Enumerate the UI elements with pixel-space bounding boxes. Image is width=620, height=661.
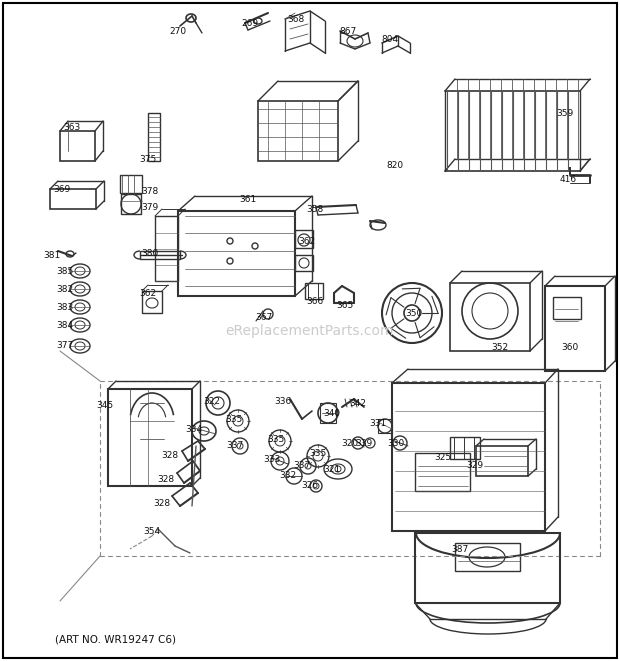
Text: 331: 331 [370, 418, 387, 428]
Text: 270: 270 [169, 28, 187, 36]
Text: 337: 337 [293, 461, 311, 469]
Text: 328: 328 [153, 498, 170, 508]
Text: 358: 358 [306, 204, 324, 214]
Text: 867: 867 [339, 26, 356, 36]
Bar [415, 453, 470, 491]
Text: 377: 377 [56, 342, 74, 350]
Text: 375: 375 [140, 155, 157, 163]
Bar [305, 283, 323, 299]
Text: 322: 322 [203, 397, 221, 405]
Text: 342: 342 [350, 399, 366, 407]
Text: 363: 363 [63, 124, 81, 132]
Text: 269: 269 [241, 20, 259, 28]
Text: 369: 369 [53, 184, 71, 194]
Text: 362: 362 [298, 237, 316, 245]
Text: 382: 382 [56, 284, 74, 293]
Text: 334: 334 [185, 426, 203, 434]
Text: 336: 336 [275, 397, 291, 405]
Text: 350: 350 [405, 309, 423, 317]
Text: 365: 365 [337, 301, 353, 311]
Text: 337: 337 [226, 440, 244, 449]
Text: 321: 321 [324, 465, 340, 473]
Bar [120, 175, 142, 193]
Text: 387: 387 [451, 545, 469, 553]
Text: eReplacementParts.com: eReplacementParts.com [226, 324, 394, 338]
Text: 335: 335 [309, 449, 327, 459]
Text: 335: 335 [267, 434, 285, 444]
Text: 384: 384 [56, 321, 74, 329]
Text: 361: 361 [239, 194, 257, 204]
Bar [455, 543, 520, 571]
Bar [450, 437, 480, 459]
Text: 368: 368 [288, 15, 304, 24]
Text: (ART NO. WR19247 C6): (ART NO. WR19247 C6) [55, 634, 176, 644]
Bar [378, 419, 392, 433]
Text: 330: 330 [388, 438, 405, 447]
Text: 354: 354 [143, 527, 161, 535]
Bar [295, 230, 313, 248]
Text: 328: 328 [161, 451, 179, 461]
Text: 362: 362 [140, 288, 157, 297]
Text: 320: 320 [342, 438, 358, 447]
Bar [295, 255, 313, 271]
Bar [140, 251, 180, 259]
Bar [320, 403, 336, 423]
Text: 325: 325 [435, 453, 451, 463]
Text: 379: 379 [141, 204, 159, 212]
Text: 381: 381 [43, 251, 61, 260]
Text: 820: 820 [386, 161, 404, 171]
Text: 385: 385 [56, 266, 74, 276]
Text: 345: 345 [97, 401, 113, 410]
Text: 333: 333 [264, 455, 281, 465]
Text: 380: 380 [141, 249, 159, 258]
Text: 360: 360 [561, 344, 578, 352]
Text: 367: 367 [255, 313, 273, 321]
Bar [148, 113, 160, 161]
Text: 804: 804 [381, 34, 399, 44]
Text: 332: 332 [280, 471, 296, 479]
Text: 328: 328 [157, 475, 175, 483]
Text: 326: 326 [301, 481, 319, 490]
Text: 383: 383 [56, 303, 74, 311]
Text: 335: 335 [226, 416, 242, 424]
Text: 339: 339 [355, 438, 373, 447]
Bar [553, 297, 581, 319]
Text: 416: 416 [559, 175, 577, 184]
Text: 359: 359 [556, 108, 574, 118]
Bar [121, 194, 141, 214]
Text: 352: 352 [492, 344, 508, 352]
Text: 329: 329 [466, 461, 484, 471]
Text: 366: 366 [306, 297, 324, 305]
Text: 340: 340 [324, 408, 340, 418]
Text: 378: 378 [141, 186, 159, 196]
